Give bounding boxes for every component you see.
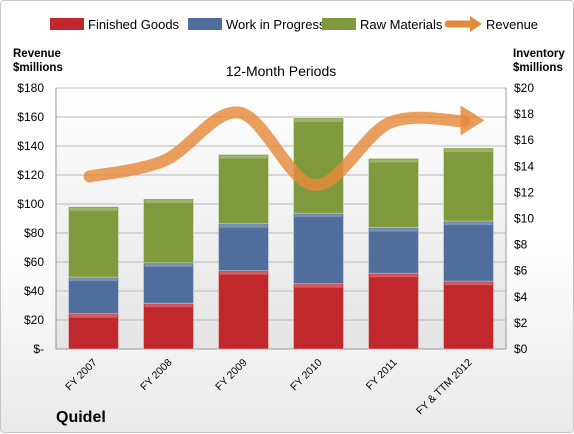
- bar-finished-goods-fy-ttm-2012: [443, 280, 494, 350]
- left-tick-label: $60: [24, 255, 44, 269]
- bar-work-in-progress-fy-2011: [368, 227, 419, 274]
- right-tick-label: $2: [514, 316, 528, 330]
- bar-highlight: [294, 284, 343, 288]
- x-tick-label: FY & TTM 2012: [414, 357, 475, 418]
- x-tick-label: FY 2011: [364, 357, 400, 393]
- left-tick-label: $-: [33, 342, 44, 356]
- bar-finished-goods-fy-2007: [68, 313, 119, 350]
- bar-highlight: [69, 207, 118, 211]
- plot-background: [56, 88, 506, 349]
- x-tick-label: FY 2009: [213, 357, 250, 394]
- bar-highlight: [369, 274, 418, 278]
- bar-work-in-progress-fy-2007: [68, 276, 119, 315]
- bar-highlight: [444, 222, 493, 226]
- company-name: Quidel: [56, 409, 106, 426]
- bar-raw-materials-fy-2009: [218, 154, 269, 225]
- legend-swatch: [322, 18, 356, 30]
- left-tick-label: $120: [17, 168, 44, 182]
- bar-highlight: [444, 282, 493, 286]
- bar-finished-goods-fy-2011: [368, 272, 419, 350]
- left-tick-label: $20: [24, 313, 44, 327]
- bar-highlight: [369, 228, 418, 232]
- left-tick-label: $180: [17, 81, 44, 95]
- right-tick-label: $18: [514, 107, 534, 121]
- left-tick-label: $80: [24, 226, 44, 240]
- legend-swatch: [188, 18, 222, 30]
- legend-label: Work in Progress: [226, 17, 326, 32]
- legend-swatch-arrow: [470, 16, 482, 32]
- right-tick-label: $6: [514, 264, 528, 278]
- bar-highlight: [369, 159, 418, 163]
- left-axis-title-line2: $millions: [13, 62, 63, 74]
- bar-finished-goods-fy-2008: [143, 302, 194, 350]
- x-tick-label: FY 2008: [138, 357, 175, 394]
- bar-raw-materials-fy-2007: [68, 206, 119, 278]
- revenue-line: [83, 106, 471, 192]
- right-axis-title-line1: Inventory: [513, 48, 565, 60]
- bar-raw-materials-fy-2010: [293, 117, 344, 214]
- legend-item-finished-goods: Finished Goods: [50, 17, 180, 32]
- bar-work-in-progress-fy-2009: [218, 223, 269, 272]
- right-axis-title-line2: $millions: [513, 62, 563, 74]
- right-tick-label: $4: [514, 290, 528, 304]
- right-tick-label: $0: [514, 342, 528, 356]
- right-tick-label: $20: [514, 81, 534, 95]
- legend-item-raw-materials: Raw Materials: [322, 17, 443, 32]
- bar-highlight: [219, 155, 268, 159]
- right-tick-label: $14: [514, 159, 534, 173]
- right-tick-label: $10: [514, 212, 534, 226]
- revenue-arrowhead: [460, 105, 485, 136]
- chart-subtitle: 12-Month Periods: [226, 63, 337, 79]
- left-tick-label: $40: [24, 284, 44, 298]
- legend-label: Revenue: [486, 17, 538, 32]
- bar-highlight: [69, 278, 118, 282]
- legend-item-work-in-progress: Work in Progress: [188, 17, 326, 32]
- bar-highlight: [294, 214, 343, 218]
- bar-finished-goods-fy-2010: [293, 283, 344, 350]
- bar-highlight: [69, 314, 118, 318]
- legend-label: Raw Materials: [360, 17, 443, 32]
- legend-item-revenue: Revenue: [444, 16, 538, 32]
- legend: Finished Goods Work in Progress Raw Materi…: [50, 16, 538, 32]
- bar-work-in-progress-fy-ttm-2012: [443, 220, 494, 282]
- bar-highlight: [294, 119, 343, 123]
- bar-raw-materials-fy-2008: [143, 198, 194, 264]
- left-tick-label: $100: [17, 197, 44, 211]
- bar-raw-materials-fy-2011: [368, 157, 419, 229]
- right-tick-label: $8: [514, 238, 528, 252]
- x-tick-label: FY 2007: [63, 357, 100, 394]
- left-tick-label: $160: [17, 110, 44, 124]
- bar-work-in-progress-fy-2008: [143, 262, 194, 304]
- left-tick-label: $140: [17, 139, 44, 153]
- bar-highlight: [219, 271, 268, 275]
- bar-highlight: [144, 304, 193, 308]
- plot-area: $- $20 $40 $60 $80 $100 $120 $140 $160 $180 $0 $2 $4…: [17, 81, 534, 417]
- bar-highlight: [219, 224, 268, 228]
- bar-highlight: [444, 149, 493, 153]
- legend-label: Finished Goods: [88, 17, 180, 32]
- bar-work-in-progress-fy-2010: [293, 212, 344, 285]
- x-tick-label: FY 2010: [288, 357, 325, 394]
- right-tick-label: $12: [514, 185, 534, 199]
- bar-finished-goods-fy-2009: [218, 270, 269, 350]
- legend-swatch: [50, 18, 84, 30]
- bar-raw-materials-fy-ttm-2012: [443, 147, 494, 222]
- bar-highlight: [144, 263, 193, 267]
- right-tick-label: $16: [514, 133, 534, 147]
- bar-highlight: [144, 199, 193, 203]
- left-axis-title-line1: Revenue: [13, 48, 61, 60]
